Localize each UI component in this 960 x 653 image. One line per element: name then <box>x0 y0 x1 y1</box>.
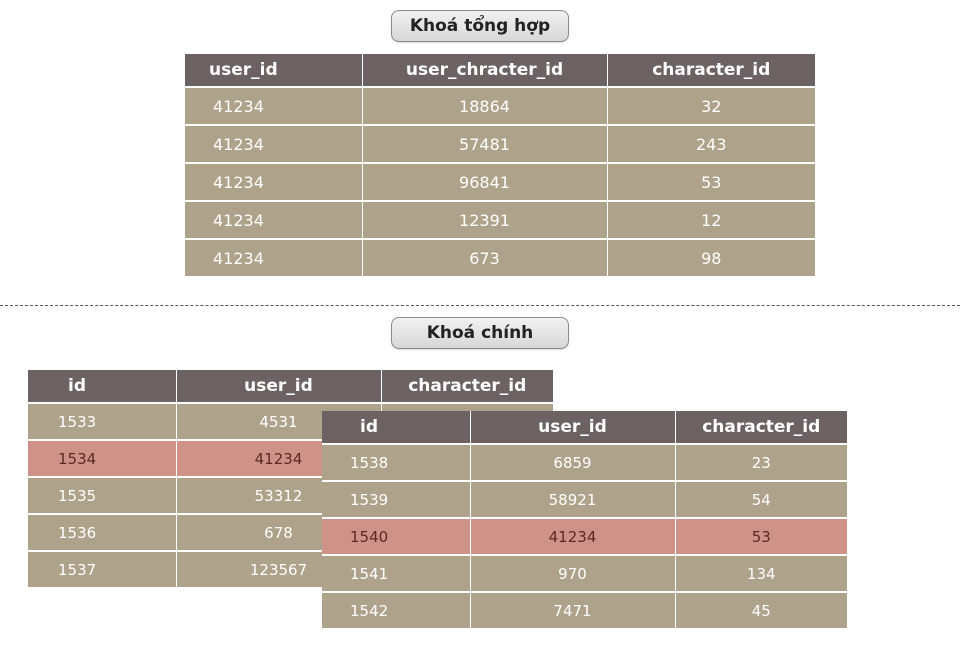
cell-user-id: 41234 <box>185 124 363 163</box>
column-header-character-id: character_id <box>675 411 847 444</box>
cell-character-id: 53 <box>675 517 847 555</box>
cell-user-id: 6859 <box>470 443 676 481</box>
cell-character-id: 32 <box>607 86 815 125</box>
cell-user-chracter-id: 96841 <box>362 162 608 201</box>
cell-id: 1542 <box>322 591 471 628</box>
cell-user-id: 41234 <box>185 162 363 201</box>
cell-user-id: 7471 <box>470 591 676 628</box>
column-header-character-id: character_id <box>381 370 553 403</box>
cell-id: 1534 <box>28 439 177 477</box>
cell-id: 1537 <box>28 550 177 587</box>
column-header-user-id: user_id <box>470 411 676 444</box>
cell-user-id: 41234 <box>185 238 363 276</box>
table-row: 41234 18864 32 <box>185 86 815 125</box>
cell-user-chracter-id: 12391 <box>362 200 608 239</box>
cell-user-id: 41234 <box>470 517 676 555</box>
cell-id: 1536 <box>28 513 177 551</box>
cell-character-id: 12 <box>607 200 815 239</box>
cell-id: 1541 <box>322 554 471 592</box>
cell-id: 1539 <box>322 480 471 518</box>
cell-user-id: 41234 <box>185 200 363 239</box>
column-header-id: id <box>322 411 471 444</box>
cell-user-chracter-id: 57481 <box>362 124 608 163</box>
column-header-user-chracter-id: user_chracter_id <box>362 54 608 87</box>
primary-key-title: Khoá chính <box>391 317 569 349</box>
primary-key-table-front: id user_id character_id 1538 6859 23 153… <box>322 411 847 628</box>
cell-user-id: 970 <box>470 554 676 592</box>
section-divider <box>0 305 960 306</box>
cell-character-id: 45 <box>675 591 847 628</box>
cell-id: 1533 <box>28 402 177 440</box>
cell-character-id: 134 <box>675 554 847 592</box>
cell-user-id: 58921 <box>470 480 676 518</box>
cell-id: 1535 <box>28 476 177 514</box>
table-header-row: id user_id character_id <box>28 370 553 403</box>
table-row: 1541 970 134 <box>322 554 847 592</box>
cell-id: 1538 <box>322 443 471 481</box>
cell-user-id: 4531 <box>176 402 382 440</box>
table-row: 41234 57481 243 <box>185 124 815 163</box>
column-header-user-id: user_id <box>176 370 382 403</box>
cell-user-chracter-id: 673 <box>362 238 608 276</box>
table-row: 1539 58921 54 <box>322 480 847 518</box>
column-header-id: id <box>28 370 177 403</box>
cell-character-id: 243 <box>607 124 815 163</box>
cell-user-chracter-id: 18864 <box>362 86 608 125</box>
cell-character-id: 53 <box>607 162 815 201</box>
table-row: 1542 7471 45 <box>322 591 847 628</box>
table-row: 41234 673 98 <box>185 238 815 276</box>
table-row: 41234 96841 53 <box>185 162 815 201</box>
cell-user-id: 41234 <box>185 86 363 125</box>
table-row: 41234 12391 12 <box>185 200 815 239</box>
column-header-character-id: character_id <box>607 54 815 87</box>
table-header-row: user_id user_chracter_id character_id <box>185 54 815 87</box>
table-row-highlighted: 1540 41234 53 <box>322 517 847 555</box>
cell-character-id: 23 <box>675 443 847 481</box>
table-header-row: id user_id character_id <box>322 411 847 444</box>
cell-character-id: 54 <box>675 480 847 518</box>
column-header-user-id: user_id <box>185 54 363 87</box>
cell-character-id: 98 <box>607 238 815 276</box>
cell-id: 1540 <box>322 517 471 555</box>
table-row: 1538 6859 23 <box>322 443 847 481</box>
composite-key-table: user_id user_chracter_id character_id 41… <box>185 54 815 276</box>
composite-key-title: Khoá tổng hợp <box>391 10 569 42</box>
